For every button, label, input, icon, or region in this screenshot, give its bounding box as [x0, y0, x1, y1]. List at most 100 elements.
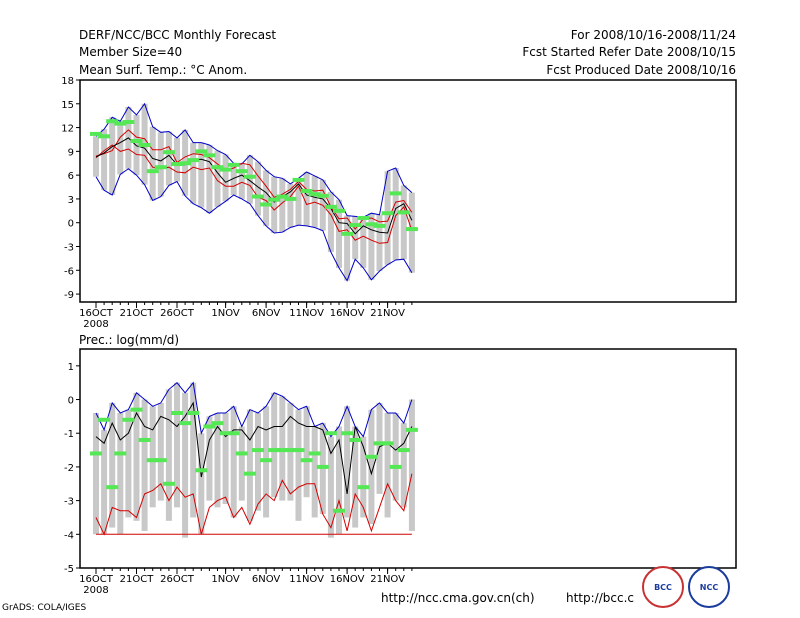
- precip-range-box: [157, 402, 164, 501]
- temp-observed-marker: [284, 196, 297, 201]
- temp-observed-marker: [211, 165, 224, 170]
- temp-observed-marker: [187, 158, 200, 163]
- precip-x-tick-label: 11NOV: [289, 574, 324, 585]
- temp-range-box: [279, 178, 286, 233]
- temp-range-box: [165, 131, 172, 186]
- precip-range-box: [271, 392, 278, 498]
- ncc-url-link[interactable]: http://ncc.cma.gov.cn(ch): [381, 591, 535, 605]
- temp-observed-marker: [138, 143, 151, 148]
- temp-observed-marker: [333, 208, 345, 213]
- temp-y-tick-label: 18: [61, 76, 74, 87]
- precip-range-box: [384, 413, 391, 518]
- precip-observed-marker: [187, 411, 200, 416]
- temp-range-box: [400, 185, 407, 260]
- precip-range-box: [125, 409, 132, 518]
- precip-observed-marker: [349, 437, 362, 442]
- temp-x-tick-label: 16OCT: [79, 308, 114, 319]
- temp-range-box: [287, 183, 294, 228]
- precip-x-tick-label: 6NOV: [252, 574, 281, 585]
- precip-observed-marker: [316, 464, 329, 469]
- member-size-label: Member Size=40: [79, 45, 183, 59]
- precip-range-box: [408, 399, 415, 531]
- temp-range-box: [109, 117, 116, 195]
- forecast-period: For 2008/10/16-2008/11/24: [570, 28, 736, 42]
- precip-range-box: [311, 426, 318, 518]
- precip-observed-marker: [130, 407, 143, 412]
- precip-x-tick-label: 1NOV: [211, 574, 240, 585]
- precip-x-tick-label: 16NOV: [330, 574, 365, 585]
- precip-range-box: [360, 436, 367, 518]
- temp-observed-marker: [146, 169, 159, 174]
- precip-observed-marker: [252, 448, 264, 453]
- precip-x-tick-label: 26OCT: [160, 574, 195, 585]
- temp-y-tick-label: -6: [64, 266, 74, 277]
- temp-observed-marker: [341, 231, 354, 236]
- precip-observed-marker: [365, 454, 378, 459]
- temp-range-box: [263, 170, 270, 226]
- temp-y-tick-label: 6: [68, 171, 74, 182]
- temp-observed-marker: [114, 121, 127, 126]
- precip-observed-marker: [324, 431, 337, 436]
- temp-observed-marker: [365, 222, 378, 227]
- precip-observed-marker: [90, 451, 102, 456]
- precip-range-box: [93, 413, 99, 535]
- temp-range-box: [384, 171, 391, 265]
- grads-credit: GrADS: COLA/IGES: [2, 603, 87, 613]
- precip-range-box: [238, 426, 245, 501]
- precip-range-box: [295, 409, 302, 521]
- precip-range-box: [336, 426, 342, 535]
- temp-y-tick-label: 15: [61, 100, 74, 111]
- temp-observed-marker: [235, 169, 248, 174]
- ncc-logo-icon: NCC: [688, 566, 730, 608]
- temp-observed-marker: [389, 191, 402, 196]
- temp-observed-marker: [357, 215, 370, 220]
- temp-observed-marker: [268, 197, 281, 202]
- temp-range-box: [327, 191, 334, 253]
- temp-observed-marker: [373, 223, 386, 228]
- temp-observed-marker: [308, 192, 321, 197]
- precip-observed-marker: [138, 437, 151, 442]
- precip-plot-frame: [79, 348, 737, 569]
- precip-y-tick-label: -3: [64, 497, 74, 508]
- temp-range-box: [255, 161, 261, 216]
- temp-range-box: [344, 215, 351, 281]
- temp-y-tick-label: 3: [68, 195, 74, 206]
- temp-range-box: [392, 168, 399, 260]
- temp-range-box: [336, 199, 342, 268]
- precip-observed-marker: [154, 458, 167, 463]
- bcc-logo-text: BCC: [654, 582, 672, 592]
- temp-observed-marker: [98, 134, 111, 139]
- temp-observed-marker: [154, 165, 167, 170]
- ncc-logo-text: NCC: [699, 582, 719, 592]
- temp-observed-marker: [243, 174, 256, 179]
- temp-range-box: [360, 217, 367, 268]
- temp-range-box: [246, 155, 253, 204]
- precip-observed-marker: [292, 448, 305, 453]
- temp-range-box: [222, 154, 229, 202]
- temp-plot-frame: [79, 79, 737, 303]
- temp-observed-marker: [300, 189, 313, 193]
- bcc-url-link[interactable]: http://bcc.c: [566, 591, 634, 605]
- precip-observed-marker: [381, 441, 394, 446]
- precip-observed-marker: [276, 448, 289, 453]
- precip-observed-marker: [235, 451, 248, 456]
- temp-observed-marker: [203, 153, 216, 158]
- precip-observed-marker: [227, 431, 240, 436]
- temp-range-box: [352, 216, 359, 260]
- precip-range-box: [368, 409, 375, 525]
- temp-range-box: [408, 192, 415, 273]
- temp-range-box: [149, 126, 156, 201]
- temp-observed-marker: [227, 162, 240, 167]
- temp-y-tick-label: 9: [68, 147, 74, 158]
- temp-range-box: [295, 178, 302, 226]
- temp-year-label: 2008: [83, 319, 108, 330]
- temp-range-box: [101, 129, 108, 191]
- started-refer-date: Fcst Started Refer Date 2008/10/15: [522, 45, 736, 59]
- temp-observed-marker: [349, 223, 362, 228]
- temp-observed-marker: [162, 150, 175, 155]
- temp-y-tick-label: 0: [68, 219, 74, 230]
- precip-range-box: [174, 382, 180, 508]
- temp-x-tick-label: 16NOV: [330, 308, 365, 319]
- precip-range-box: [327, 436, 334, 538]
- precip-observed-marker: [106, 485, 119, 490]
